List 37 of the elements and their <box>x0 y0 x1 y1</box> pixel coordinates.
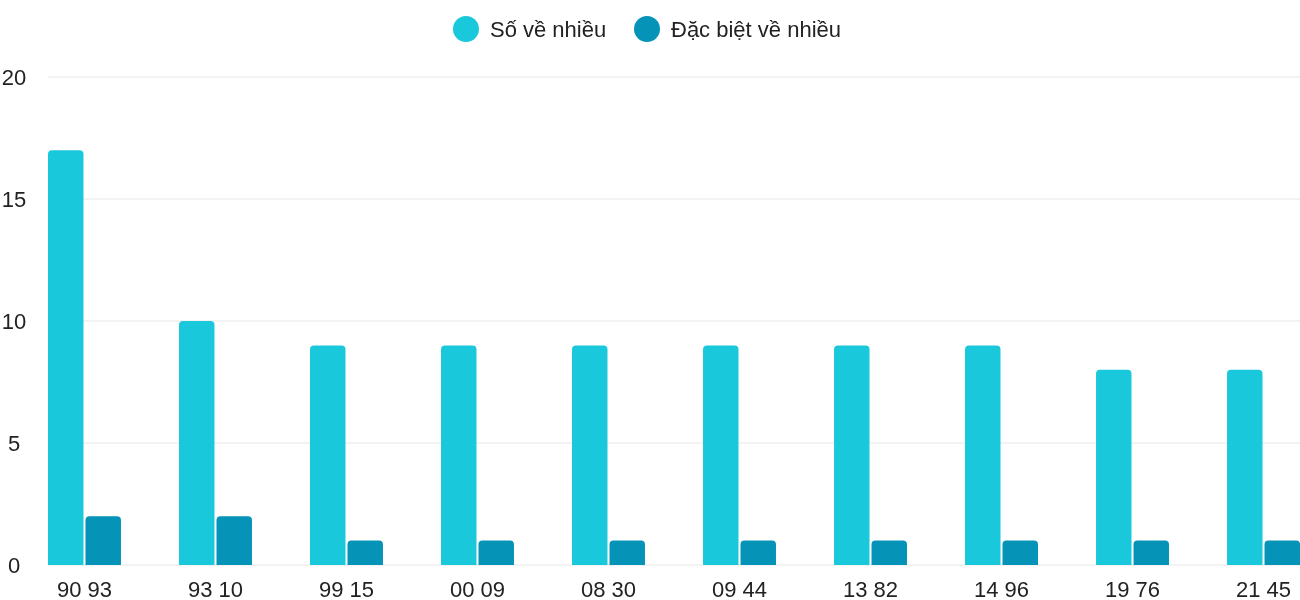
bar <box>347 540 383 565</box>
bar <box>216 516 252 565</box>
bar <box>1227 369 1263 565</box>
y-tick-label: 0 <box>7 552 21 578</box>
bar <box>478 540 514 565</box>
x-tick-label: 93 10 <box>187 576 244 600</box>
bar <box>740 540 776 565</box>
bar <box>572 345 608 565</box>
bar <box>1002 540 1038 565</box>
y-tick-label: 15 <box>1 186 27 212</box>
x-tick-label: 13 82 <box>842 576 899 600</box>
bar <box>179 321 215 565</box>
y-tick-label: 5 <box>7 430 21 456</box>
bar <box>703 345 739 565</box>
bar <box>609 540 645 565</box>
bar <box>48 150 84 565</box>
bar <box>441 345 477 565</box>
bar <box>834 345 870 565</box>
x-tick-label: 21 45 <box>1235 576 1292 600</box>
x-tick-label: 14 96 <box>973 576 1030 600</box>
bar <box>1264 540 1300 565</box>
bar <box>871 540 907 565</box>
x-tick-label: 19 76 <box>1104 576 1161 600</box>
bar <box>85 516 121 565</box>
legend-label: Số về nhiều <box>490 16 607 42</box>
x-tick-label: 90 93 <box>56 576 113 600</box>
x-tick-label: 08 30 <box>580 576 637 600</box>
bar <box>965 345 1001 565</box>
y-tick-label: 10 <box>1 308 27 334</box>
x-tick-label: 99 15 <box>318 576 375 600</box>
x-tick-label: 09 44 <box>711 576 768 600</box>
bar <box>1133 540 1169 565</box>
bar <box>1096 369 1132 565</box>
y-tick-label: 20 <box>1 64 27 90</box>
bar <box>310 345 346 565</box>
legend-label: Đặc biệt về nhiều <box>671 16 841 42</box>
x-tick-label: 00 09 <box>449 576 506 600</box>
